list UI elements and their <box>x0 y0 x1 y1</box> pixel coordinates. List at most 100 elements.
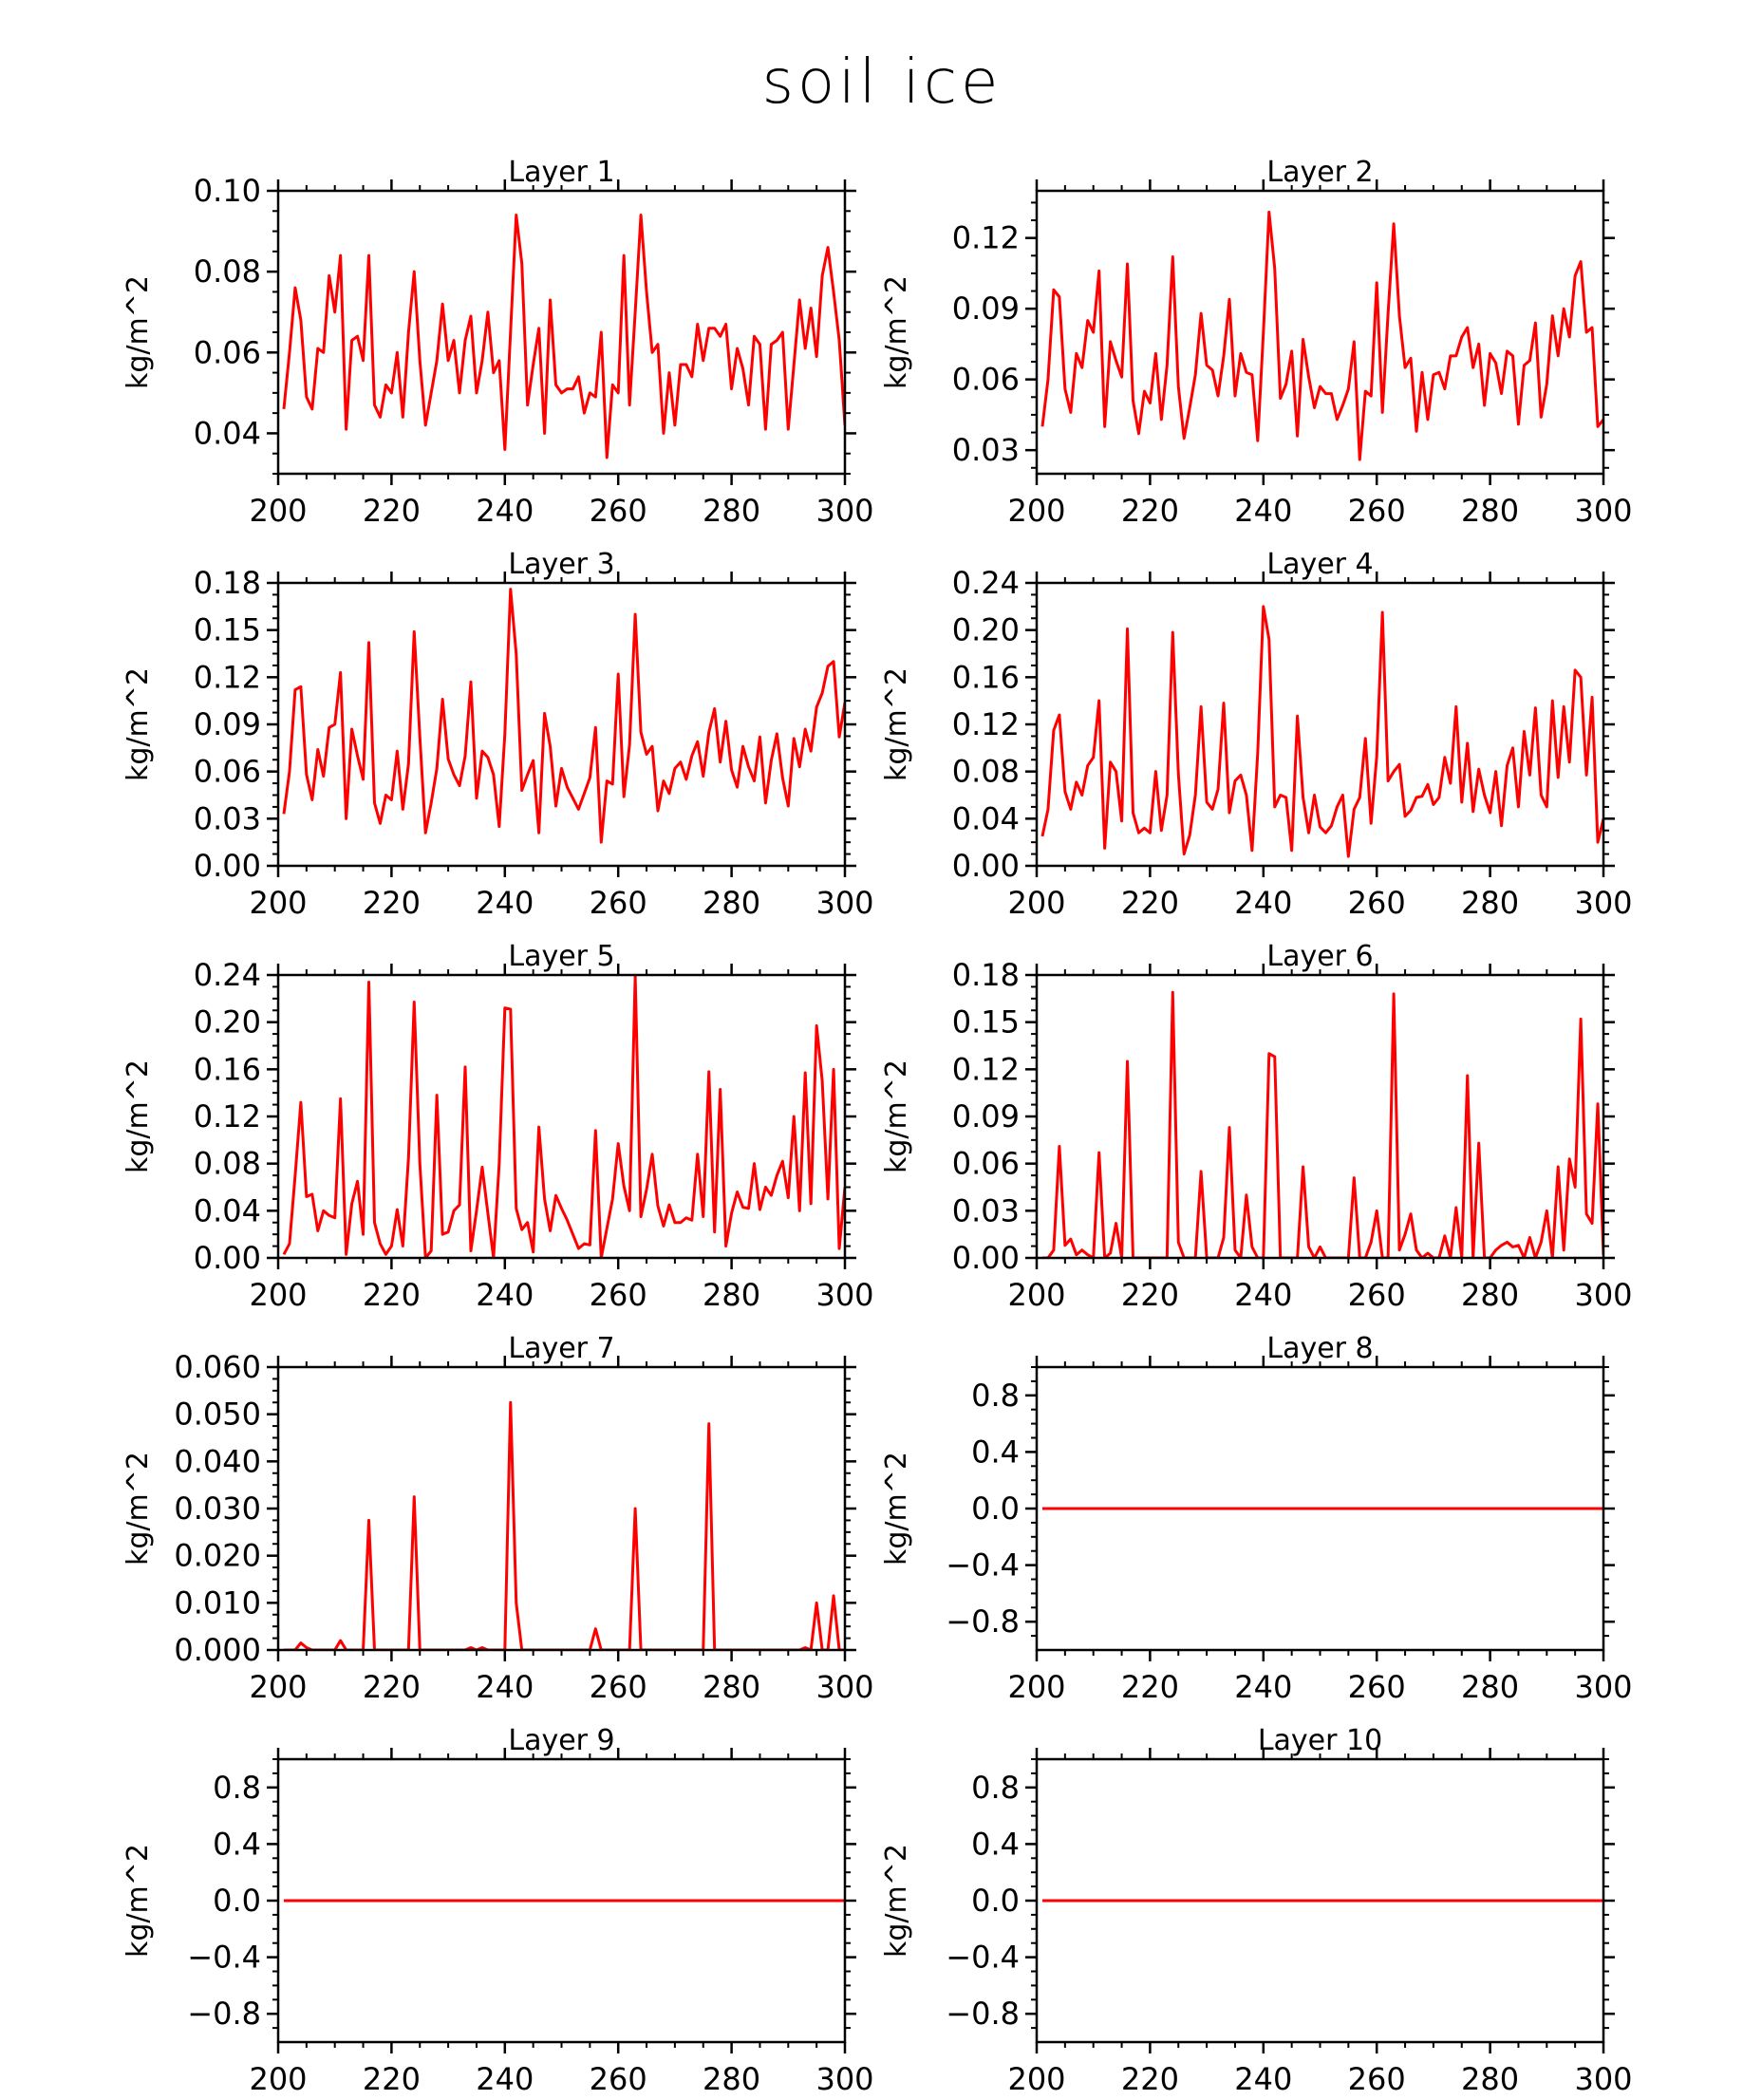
y-tick-label: 0.18 <box>194 565 261 601</box>
series-line <box>1040 210 1603 461</box>
x-tick-label: 200 <box>249 2061 307 2097</box>
x-tick-label: 280 <box>1461 493 1519 529</box>
y-tick-label: 0.09 <box>952 291 1020 327</box>
panel-layer-1: Layer 1 200 220 240 260 280 300 0.04 0.06 0.08 0.1… <box>122 156 874 529</box>
y-tick-label: 0.0 <box>971 1491 1020 1527</box>
x-tick-label: 260 <box>1348 493 1406 529</box>
series-line <box>282 975 845 1258</box>
x-tick-label: 280 <box>703 493 760 529</box>
y-tick-label: 0.09 <box>952 1098 1020 1134</box>
panel-title: Layer 7 <box>508 1332 614 1365</box>
x-tick-label: 300 <box>1574 885 1632 921</box>
y-tick-label: −0.4 <box>946 1547 1020 1584</box>
y-tick-label: 0.00 <box>952 848 1020 884</box>
y-tick-label: 0.010 <box>174 1584 261 1621</box>
x-tick-label: 200 <box>1007 493 1065 529</box>
y-tick-label: 0.06 <box>194 334 261 370</box>
y-tick-label: −0.8 <box>946 1996 1020 2032</box>
x-tick-label: 200 <box>249 1669 307 1705</box>
x-tick-label: 240 <box>1234 885 1292 921</box>
x-tick-label: 300 <box>1574 1669 1632 1705</box>
y-tick-label: 0.12 <box>952 1051 1020 1087</box>
y-tick-label: 0.4 <box>213 1826 261 1862</box>
panel-layer-7: Layer 7 200 220 240 260 280 300 0.000 0.010 0.020… <box>122 1332 874 1705</box>
x-tick-label: 260 <box>590 2061 647 2097</box>
x-tick-label: 240 <box>476 885 534 921</box>
y-tick-label: 0.03 <box>194 800 261 836</box>
x-tick-label: 300 <box>815 2061 873 2097</box>
x-tick-label: 220 <box>363 1277 421 1313</box>
y-axis-label: kg/m^2 <box>880 1844 913 1958</box>
y-tick-label: 0.04 <box>194 1192 261 1228</box>
figure-title: soil ice <box>762 47 1003 118</box>
y-tick-label: 0.00 <box>194 1240 261 1276</box>
panel-layer-9: Layer 9 200 220 240 260 280 300 −0.8 −0.4 0.0 0.4 0… <box>122 1724 874 2097</box>
x-tick-label: 280 <box>703 1669 760 1705</box>
y-tick-label: 0.000 <box>174 1632 261 1668</box>
x-tick-label: 240 <box>476 1277 534 1313</box>
panel-title: Layer 8 <box>1266 1332 1373 1365</box>
x-tick-label: 280 <box>1461 1277 1519 1313</box>
y-axis-label: kg/m^2 <box>880 667 913 781</box>
x-tick-label: 260 <box>1348 1669 1406 1705</box>
x-tick-label: 200 <box>1007 1669 1065 1705</box>
y-axis-label: kg/m^2 <box>880 1059 913 1173</box>
y-tick-label: −0.8 <box>187 1996 261 2032</box>
y-axis-label: kg/m^2 <box>122 667 155 781</box>
y-tick-label: 0.10 <box>194 173 261 209</box>
y-tick-label: 0.15 <box>952 1004 1020 1041</box>
x-tick-label: 220 <box>1121 1277 1179 1313</box>
series-line <box>282 214 845 459</box>
x-tick-label: 260 <box>1348 885 1406 921</box>
y-axis-label: kg/m^2 <box>122 1452 155 1566</box>
x-tick-label: 300 <box>815 885 873 921</box>
y-tick-label: 0.20 <box>194 1004 261 1041</box>
x-tick-label: 220 <box>1121 1669 1179 1705</box>
panel-title: Layer 5 <box>508 940 614 973</box>
panel-layer-3: Layer 3 200 220 240 260 280 300 0.00 0.03 0.06 0.0… <box>122 548 874 921</box>
y-tick-label: 0.4 <box>971 1826 1020 1862</box>
x-tick-label: 300 <box>815 1669 873 1705</box>
x-tick-label: 220 <box>363 493 421 529</box>
x-tick-label: 220 <box>363 2061 421 2097</box>
x-tick-label: 260 <box>1348 2061 1406 2097</box>
x-tick-label: 200 <box>249 1277 307 1313</box>
y-tick-label: 0.12 <box>952 706 1020 742</box>
panel-title: Layer 9 <box>508 1724 614 1757</box>
y-tick-label: 0.18 <box>952 957 1020 993</box>
series-line <box>1040 605 1603 858</box>
x-tick-label: 220 <box>1121 2061 1179 2097</box>
y-tick-label: 0.060 <box>174 1349 261 1385</box>
y-tick-label: 0.8 <box>213 1770 261 1806</box>
y-tick-label: 0.16 <box>194 1051 261 1087</box>
x-tick-label: 260 <box>590 1277 647 1313</box>
x-tick-label: 200 <box>1007 885 1065 921</box>
y-tick-label: 0.20 <box>952 612 1020 648</box>
y-tick-label: 0.06 <box>952 362 1020 398</box>
y-tick-label: 0.16 <box>952 659 1020 695</box>
x-tick-label: 240 <box>1234 1669 1292 1705</box>
x-tick-label: 260 <box>590 493 647 529</box>
x-tick-label: 300 <box>1574 1277 1632 1313</box>
x-tick-label: 240 <box>1234 493 1292 529</box>
panel-layer-6: Layer 6 200 220 240 260 280 300 0.00 0.03 0.06 0.0… <box>880 940 1633 1313</box>
y-tick-label: 0.8 <box>971 1378 1020 1414</box>
x-tick-label: 200 <box>249 885 307 921</box>
y-tick-label: 0.24 <box>194 957 261 993</box>
panel-title: Layer 10 <box>1258 1724 1382 1757</box>
y-tick-label: 0.00 <box>194 848 261 884</box>
y-tick-label: 0.08 <box>194 1146 261 1182</box>
panel-title: Layer 4 <box>1266 548 1373 581</box>
y-tick-label: 0.06 <box>952 1146 1020 1182</box>
y-tick-label: 0.4 <box>971 1434 1020 1470</box>
y-tick-label: 0.030 <box>174 1491 261 1527</box>
x-tick-label: 260 <box>590 885 647 921</box>
panel-title: Layer 6 <box>1266 940 1373 973</box>
y-axis-label: kg/m^2 <box>122 1059 155 1173</box>
x-tick-label: 240 <box>1234 2061 1292 2097</box>
x-tick-label: 240 <box>476 493 534 529</box>
y-tick-label: 0.24 <box>952 565 1020 601</box>
x-tick-label: 240 <box>476 2061 534 2097</box>
